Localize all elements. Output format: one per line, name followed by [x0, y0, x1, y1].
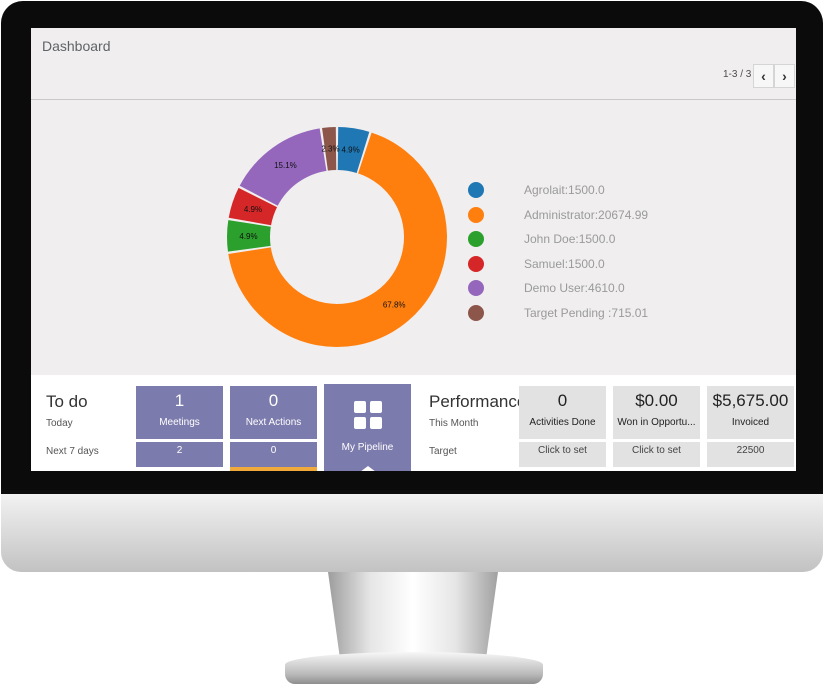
- chevron-right-icon: ›: [782, 68, 787, 84]
- tile-separator: [230, 439, 317, 442]
- legend-label: Target Pending :715.01: [524, 305, 649, 320]
- legend-color-swatch: [468, 280, 484, 297]
- meetings-count: 1: [174, 391, 185, 410]
- monitor-chin: [1, 494, 823, 572]
- legend-item[interactable]: Agrolait:1500.0: [468, 178, 648, 203]
- invoiced-label: Invoiced: [731, 417, 770, 428]
- pager-previous-button[interactable]: ‹: [753, 64, 774, 88]
- legend-item[interactable]: Target Pending :715.01: [468, 301, 648, 326]
- donut-slice-john-doe[interactable]: [227, 220, 271, 252]
- monitor-stand-foot: [285, 652, 543, 684]
- won-opportunities-value: $0.00: [635, 391, 678, 410]
- tile-separator: [136, 439, 223, 442]
- performance-this-month-label: This Month: [429, 418, 479, 429]
- legend-label: Agrolait:1500.0: [524, 183, 605, 198]
- invoiced-target[interactable]: 22500: [736, 445, 765, 456]
- my-pipeline-button[interactable]: My Pipeline: [324, 384, 411, 471]
- legend-label: John Doe:1500.0: [524, 232, 616, 247]
- pager-counter: 1-3 / 3: [723, 69, 752, 80]
- activities-target-link[interactable]: Click to set: [538, 445, 587, 456]
- tile-separator: [707, 439, 794, 442]
- todo-today-label: Today: [46, 418, 73, 429]
- activities-done-value: 0: [557, 391, 568, 410]
- legend-color-swatch: [468, 304, 484, 321]
- overdue-indicator-bar: [230, 467, 317, 471]
- grid-icon: [354, 401, 382, 429]
- tile-separator: [519, 439, 606, 442]
- legend-color-swatch: [468, 182, 484, 199]
- donut-slice-administrator[interactable]: [228, 132, 448, 348]
- chart-area: 4.9% 67.8% 4.9% 4.9% 15.1% 2.3% Agrolait:1500…: [31, 100, 796, 375]
- next-actions-count: 0: [268, 391, 279, 410]
- performance-target-label: Target: [429, 446, 457, 457]
- donut-chart: 4.9% 67.8% 4.9% 4.9% 15.1% 2.3%: [227, 127, 448, 348]
- todo-title: To do: [46, 392, 88, 411]
- performance-title: Performance: [429, 392, 527, 411]
- won-target-link[interactable]: Click to set: [632, 445, 681, 456]
- next-actions-tile[interactable]: 0 Next Actions 0: [230, 386, 317, 467]
- sales-dashboard-panel: To do Today Next 7 days 1 Meetings 2 0 N…: [31, 375, 796, 471]
- next-actions-next7-count: 0: [270, 445, 277, 456]
- donut-slice-target-pending[interactable]: [322, 127, 337, 171]
- next-actions-label: Next Actions: [245, 417, 302, 428]
- invoiced-tile[interactable]: $5,675.00 Invoiced 22500: [707, 386, 794, 467]
- control-panel: Dashboard 1-3 / 3 ‹ ›: [31, 28, 796, 100]
- legend-label: Demo User:4610.0: [524, 281, 625, 296]
- page-title: Dashboard: [42, 38, 111, 54]
- activities-done-tile[interactable]: 0 Activities Done Click to set: [519, 386, 606, 467]
- donut-slice-samuel[interactable]: [228, 187, 278, 226]
- won-opportunities-label: Won in Opportu...: [617, 417, 696, 428]
- pager-next-button[interactable]: ›: [774, 64, 795, 88]
- donut-slice-label: 4.9%: [244, 205, 262, 214]
- legend-color-swatch: [468, 206, 484, 223]
- meetings-tile[interactable]: 1 Meetings 2: [136, 386, 223, 467]
- donut-slice-label: 15.1%: [274, 161, 297, 170]
- tile-separator: [613, 439, 700, 442]
- meetings-next7-count: 2: [176, 445, 183, 456]
- legend-item[interactable]: Administrator:20674.99: [468, 203, 648, 228]
- donut-slice-agrolait[interactable]: [337, 127, 370, 173]
- won-opportunities-tile[interactable]: $0.00 Won in Opportu... Click to set: [613, 386, 700, 467]
- chevron-left-icon: ‹: [761, 68, 766, 84]
- legend-item[interactable]: John Doe:1500.0: [468, 227, 648, 252]
- chart-legend: Agrolait:1500.0 Administrator:20674.99 Joh…: [468, 178, 648, 325]
- donut-slice-label: 67.8%: [383, 301, 406, 310]
- invoiced-value: $5,675.00: [712, 391, 789, 410]
- legend-item[interactable]: Samuel:1500.0: [468, 252, 648, 277]
- legend-color-swatch: [468, 231, 484, 248]
- donut-slice-label: 4.9%: [342, 146, 360, 155]
- header-divider: [31, 99, 796, 100]
- donut-slice-demo-user[interactable]: [239, 128, 327, 206]
- screen: Dashboard 1-3 / 3 ‹ › 4.9% 67.8% 4.9% 4.9% 1…: [31, 28, 796, 471]
- legend-color-swatch: [468, 255, 484, 272]
- legend-item[interactable]: Demo User:4610.0: [468, 276, 648, 301]
- monitor-stand-neck: [328, 572, 498, 658]
- my-pipeline-label: My Pipeline: [341, 442, 394, 453]
- donut-slice-label: 4.9%: [239, 232, 257, 241]
- donut-slice-label: 2.3%: [321, 145, 339, 154]
- legend-label: Samuel:1500.0: [524, 256, 605, 271]
- todo-next7-label: Next 7 days: [46, 446, 99, 457]
- activities-done-label: Activities Done: [529, 417, 596, 428]
- legend-label: Administrator:20674.99: [524, 207, 649, 222]
- meetings-label: Meetings: [159, 417, 200, 428]
- pipeline-pointer: [360, 466, 376, 471]
